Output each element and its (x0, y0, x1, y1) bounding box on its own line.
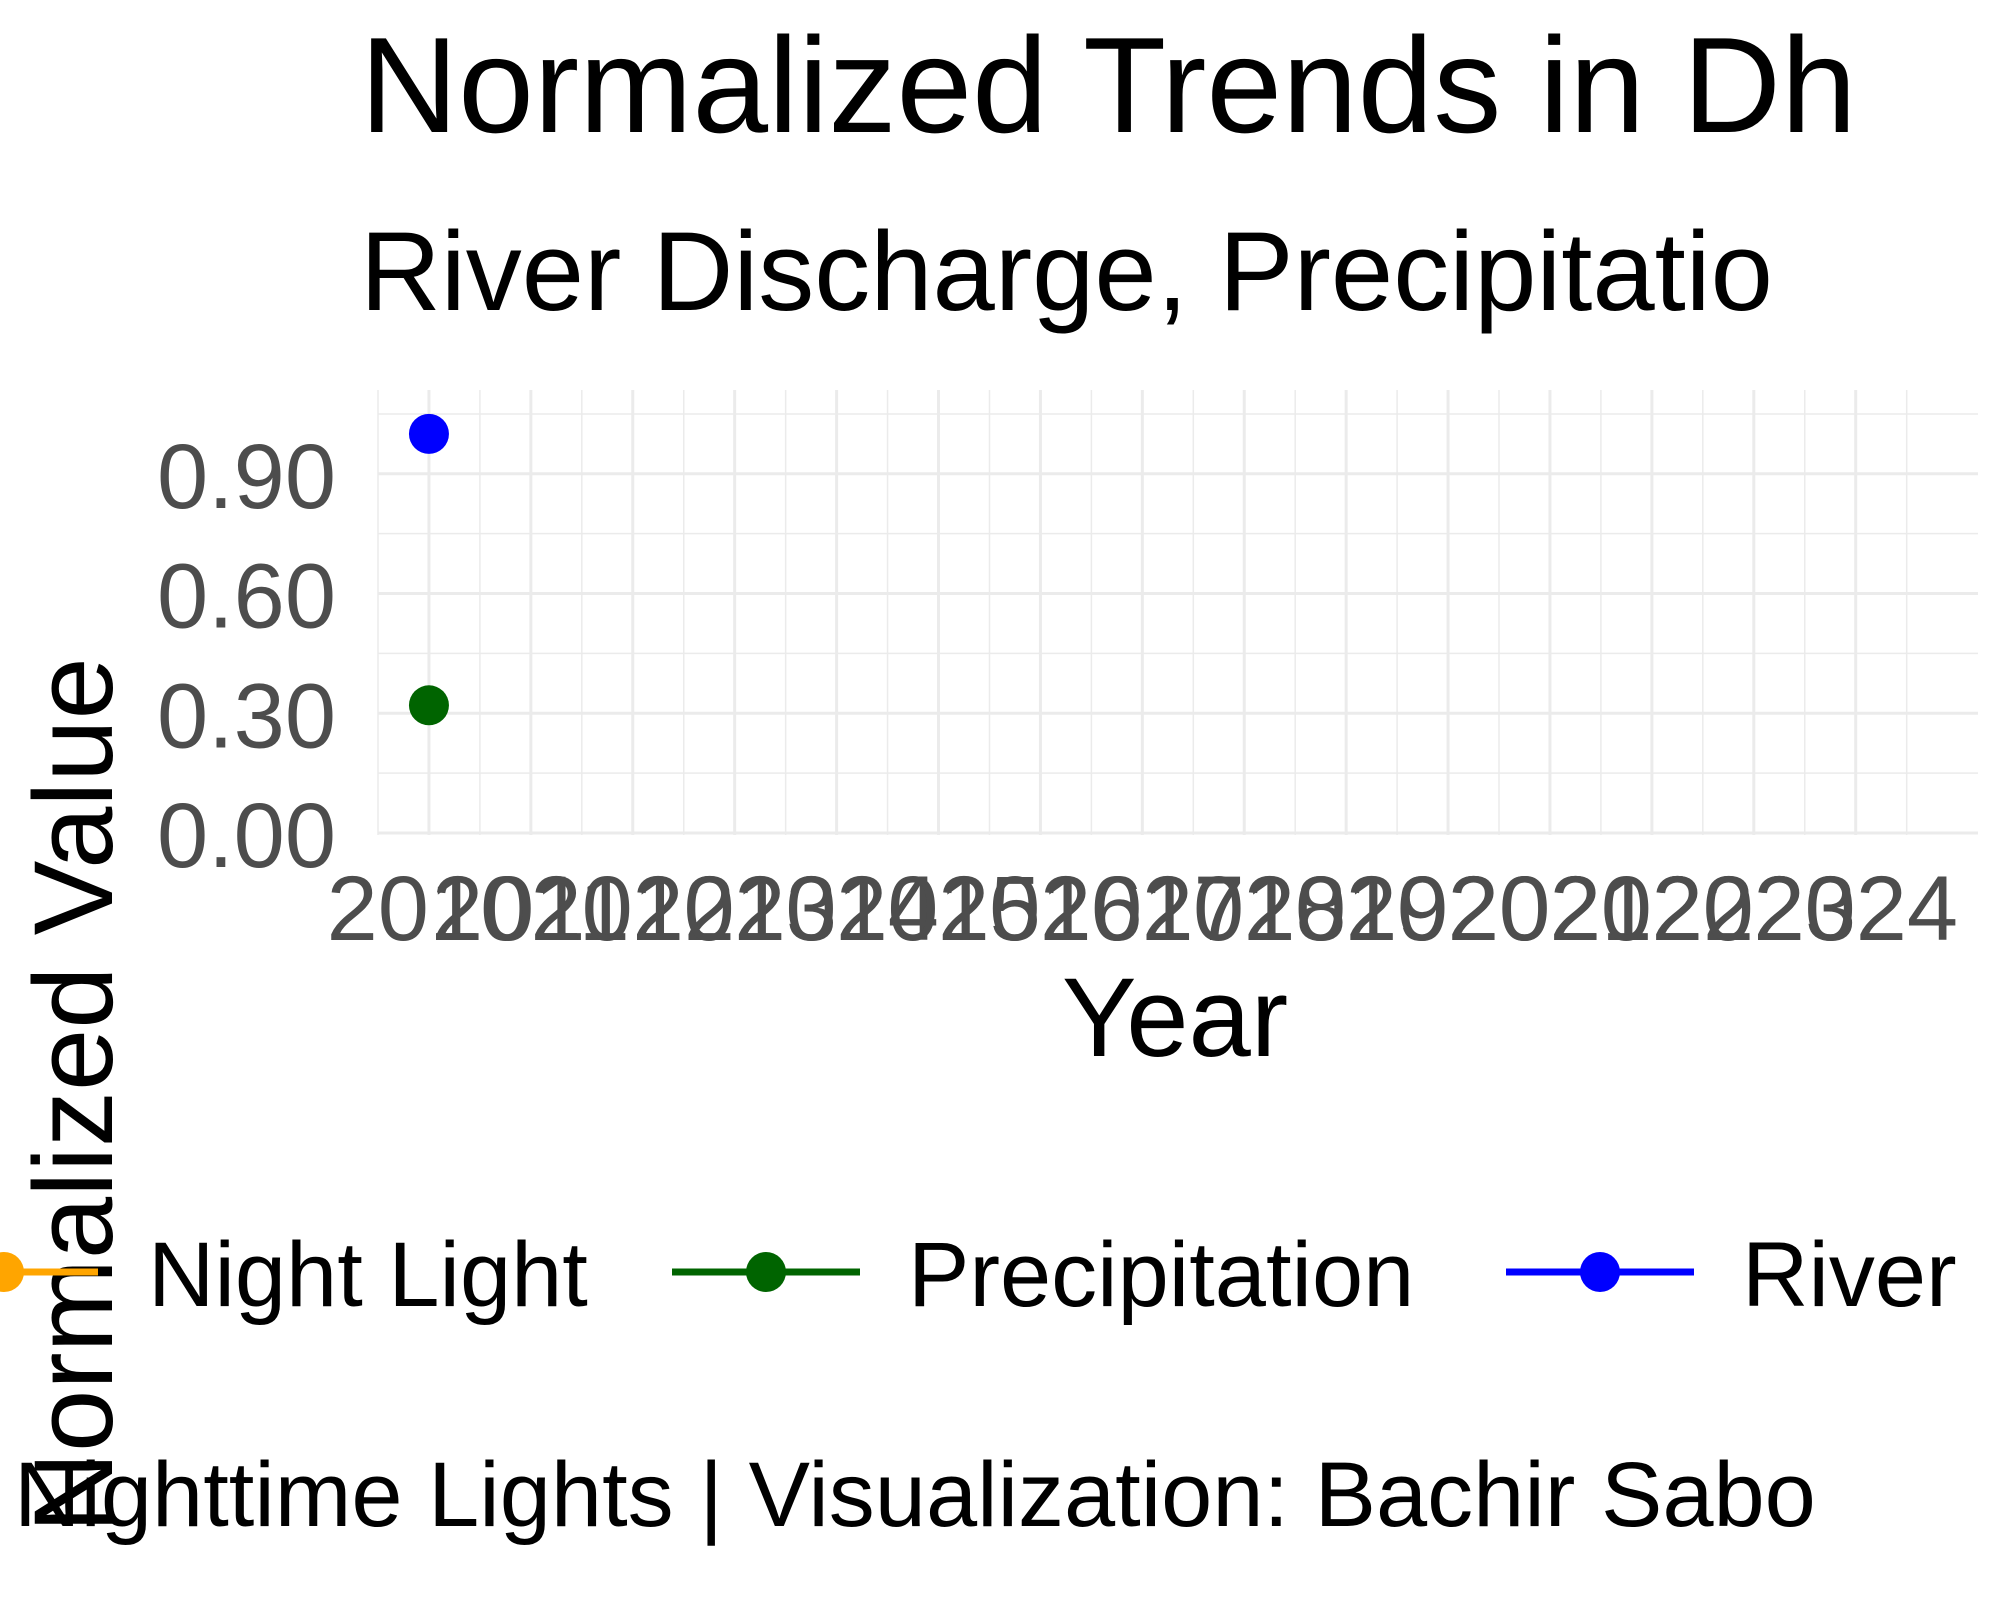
x-tick-label: 2023 (1651, 858, 1856, 960)
x-tick-label: 2015 (836, 858, 1041, 960)
y-tick-label: 0.00 (157, 785, 336, 887)
legend-key-point (746, 1252, 786, 1292)
data-point (408, 413, 449, 454)
x-tick-label: 2021 (1448, 858, 1653, 960)
y-tick-label: 0.30 (157, 665, 336, 767)
x-tick-label: 2017 (1040, 858, 1245, 960)
legend-label: Precipitation (908, 1224, 1414, 1326)
chart-subtitle: River Discharge, Precipitatio (360, 209, 1773, 334)
legend-key-point (0, 1252, 24, 1292)
data-point (408, 685, 449, 726)
legend-label: Night Light (148, 1224, 588, 1326)
x-axis-title: Year (1062, 955, 1288, 1080)
legend-item: Precipitation (672, 1224, 1414, 1326)
grid (377, 390, 1978, 835)
x-tick-label: 2016 (938, 858, 1143, 960)
x-tick-label: 2020 (1346, 858, 1551, 960)
legend: Night Light Precipitation River (0, 1224, 1957, 1326)
plot-area (408, 413, 449, 726)
x-tick-label: 2024 (1753, 858, 1958, 960)
chart-caption: Nighttime Lights | Visualization: Bachir… (14, 1444, 1816, 1546)
y-tick-label: 0.60 (157, 546, 336, 648)
x-tick-label: 2018 (1142, 858, 1347, 960)
y-axis-title: Normalized Value (11, 657, 136, 1533)
y-axis: 0.00 0.30 0.60 0.90 (157, 426, 336, 887)
x-tick-label: 2019 (1244, 858, 1449, 960)
legend-key-point (1580, 1252, 1620, 1292)
x-tick-label: 2011 (432, 858, 630, 960)
x-tick-label: 2012 (530, 858, 735, 960)
legend-label: River (1742, 1224, 1957, 1326)
chart-title: Normalized Trends in Dh (360, 9, 1857, 161)
y-tick-label: 0.90 (157, 426, 336, 528)
x-tick-label: 2010 (327, 858, 532, 960)
legend-item: River (1506, 1224, 1957, 1326)
x-tick-label: 2022 (1550, 858, 1755, 960)
x-tick-label: 2013 (632, 858, 837, 960)
x-axis: 2010201120122013201420152016201720182019… (327, 858, 1958, 960)
x-tick-label: 2014 (734, 858, 939, 960)
legend-item: Night Light (0, 1224, 588, 1326)
